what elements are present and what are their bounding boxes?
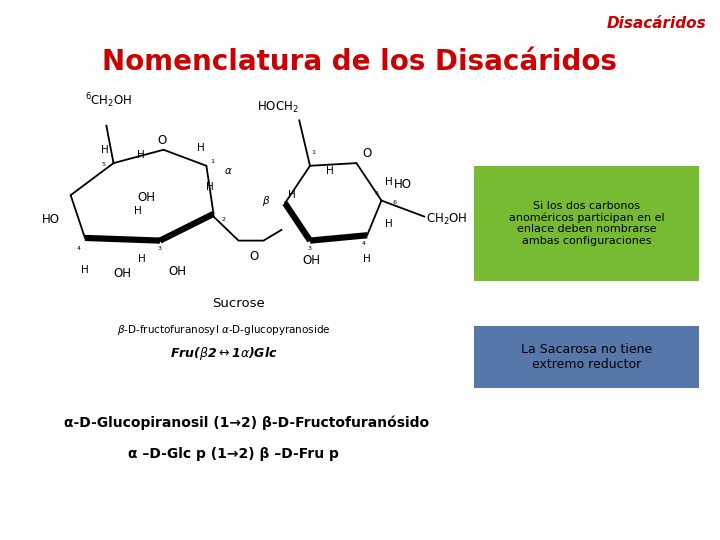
Text: $^2$: $^2$ bbox=[283, 200, 288, 210]
Text: $^6$CH$_2$OH: $^6$CH$_2$OH bbox=[85, 91, 132, 110]
Text: $\beta$: $\beta$ bbox=[262, 193, 271, 207]
Text: H: H bbox=[197, 144, 205, 153]
Text: OH: OH bbox=[302, 254, 320, 267]
Text: $^4$: $^4$ bbox=[361, 241, 366, 249]
Text: CH$_2$OH: CH$_2$OH bbox=[426, 212, 467, 227]
Text: $^1$: $^1$ bbox=[210, 159, 215, 167]
Text: HO: HO bbox=[395, 178, 413, 191]
Text: La Sacarosa no tiene
extremo reductor: La Sacarosa no tiene extremo reductor bbox=[521, 343, 652, 371]
Text: HOCH$_2$: HOCH$_2$ bbox=[257, 100, 299, 115]
Text: H: H bbox=[385, 177, 392, 187]
FancyBboxPatch shape bbox=[474, 166, 699, 281]
Text: $^4$: $^4$ bbox=[76, 246, 81, 255]
Text: $\beta$-D-fructofuranosyl $\alpha$-D-glucopyranoside: $\beta$-D-fructofuranosyl $\alpha$-D-glu… bbox=[117, 323, 331, 338]
Text: O: O bbox=[250, 249, 259, 262]
Text: O: O bbox=[158, 134, 167, 147]
Text: $^3$: $^3$ bbox=[157, 246, 163, 255]
Text: H: H bbox=[81, 265, 89, 275]
Text: $^2$: $^2$ bbox=[221, 217, 226, 226]
Text: H: H bbox=[364, 254, 371, 264]
Text: H: H bbox=[288, 190, 296, 200]
Text: $^1$: $^1$ bbox=[312, 150, 317, 159]
Text: Nomenclatura de los Disacáridos: Nomenclatura de los Disacáridos bbox=[102, 48, 618, 76]
Text: Si los dos carbonos
anoméricos participan en el
enlace deben nombrarse
ambas con: Si los dos carbonos anoméricos participa… bbox=[509, 200, 665, 246]
Text: H: H bbox=[138, 254, 145, 264]
Text: OH: OH bbox=[137, 191, 155, 204]
Text: $^3$: $^3$ bbox=[307, 246, 312, 255]
Text: Disacáridos: Disacáridos bbox=[607, 16, 706, 31]
Text: H: H bbox=[137, 150, 145, 160]
Text: Sucrose: Sucrose bbox=[212, 296, 265, 310]
Text: $^5$: $^5$ bbox=[101, 161, 107, 170]
Text: O: O bbox=[362, 147, 372, 160]
Text: H: H bbox=[385, 219, 392, 229]
Text: $\alpha$: $\alpha$ bbox=[224, 166, 233, 176]
Text: H: H bbox=[135, 206, 142, 216]
Text: H: H bbox=[326, 166, 334, 176]
Text: Fru($\beta$2$\leftrightarrow$1$\alpha$)Glc: Fru($\beta$2$\leftrightarrow$1$\alpha$)G… bbox=[171, 345, 278, 362]
Text: H: H bbox=[207, 182, 214, 192]
Text: OH: OH bbox=[168, 265, 186, 278]
Text: H: H bbox=[101, 145, 109, 155]
FancyBboxPatch shape bbox=[474, 326, 699, 388]
Text: OH: OH bbox=[114, 267, 132, 280]
Text: $_6$: $_6$ bbox=[392, 199, 398, 207]
Text: $^5$: $^5$ bbox=[374, 191, 380, 200]
Text: HO: HO bbox=[42, 213, 60, 226]
Text: α-D-Glucopiranosil (1→2) β-D-Fructofuranósido: α-D-Glucopiranosil (1→2) β-D-Fructofuran… bbox=[63, 415, 428, 429]
Text: α –D-Glc p (1→2) β –D-Fru p: α –D-Glc p (1→2) β –D-Fru p bbox=[128, 447, 338, 461]
